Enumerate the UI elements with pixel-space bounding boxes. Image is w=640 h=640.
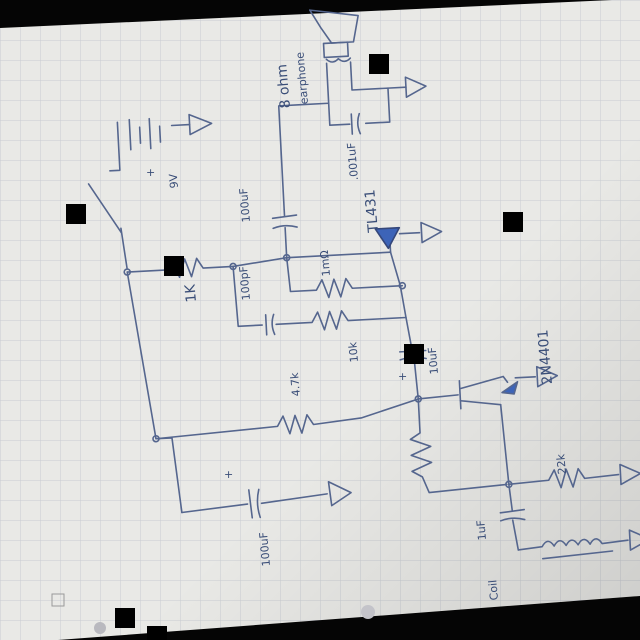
- wire-emitter: [499, 403, 510, 486]
- redaction-block: [66, 204, 86, 224]
- tl431-regulator: [374, 221, 443, 349]
- redaction-block: [164, 256, 184, 276]
- resistor-22k-ground-arrow-icon: [619, 463, 640, 486]
- label-res-4k7: 4.7k: [288, 371, 303, 397]
- label-battery: 9V: [167, 173, 181, 189]
- speaker-icon: [308, 9, 359, 63]
- redaction-block: [503, 212, 523, 232]
- resistor-4k7: [155, 398, 420, 440]
- redaction-block: [115, 608, 135, 628]
- label-cap-10u: 10uF: [426, 347, 441, 375]
- label-plus-bottom-cap: +: [224, 468, 233, 481]
- transistor-2n4401: [417, 365, 559, 410]
- label-res-1m: 1mΩ: [318, 250, 333, 277]
- capacitor-001uf: [327, 102, 362, 135]
- resistor-1m: [285, 256, 404, 299]
- redaction-block: [147, 626, 167, 640]
- tl431-ground-arrow-icon: [420, 221, 443, 244]
- transistor-ground-arrow-icon: [535, 365, 559, 388]
- battery-ground-arrow-icon: [188, 113, 213, 136]
- junction-dot: [398, 281, 407, 290]
- label-plus-10u: +: [398, 370, 407, 383]
- label-tl431: TL431: [362, 189, 382, 234]
- redaction-blocks: [66, 54, 523, 640]
- wire-100pf: [232, 265, 263, 328]
- capacitor-100pf-plate: [264, 314, 268, 336]
- wire-speaker-gnd: [387, 86, 407, 89]
- power-switch: [87, 183, 128, 269]
- capacitor-100uf-bottom: [181, 480, 352, 519]
- label-cap-1u: 1uF: [474, 520, 489, 541]
- label-cap-100u-bottom: 100uF: [257, 532, 273, 567]
- redaction-block: [404, 344, 424, 364]
- label-speaker-line2: earphone: [293, 51, 311, 105]
- label-plus-battery: +: [146, 166, 155, 179]
- label-res-22k: 22k: [554, 453, 569, 475]
- label-cap-100u-top: 100uF: [237, 188, 253, 223]
- circuit-schematic: [87, 9, 640, 560]
- ground-arrow-icon: [404, 76, 427, 98]
- bottom-ground-arrow-icon: [327, 480, 352, 507]
- resistor-10k: [275, 310, 407, 331]
- resistor-22k: [508, 467, 620, 489]
- capacitor-100uf-top: [271, 208, 298, 259]
- label-cap-001: .001uF: [345, 142, 361, 181]
- battery-9v: [109, 113, 213, 172]
- capacitor-100pf-plate2: [271, 313, 276, 336]
- label-cap-100p: 100pF: [237, 266, 253, 301]
- paper-marks: [51, 593, 375, 634]
- capacitor-1uf: [499, 483, 526, 551]
- label-speaker-line1: 8 ohm: [274, 63, 294, 109]
- label-res-10k: 10k: [346, 341, 361, 363]
- label-transistor: 2N4401: [535, 329, 556, 385]
- resistor-base: [409, 398, 508, 494]
- redaction-block: [369, 54, 389, 74]
- label-res-1k: 1K: [182, 283, 200, 303]
- label-coil: Coil: [486, 579, 501, 601]
- wire-speaker-left: [277, 62, 330, 211]
